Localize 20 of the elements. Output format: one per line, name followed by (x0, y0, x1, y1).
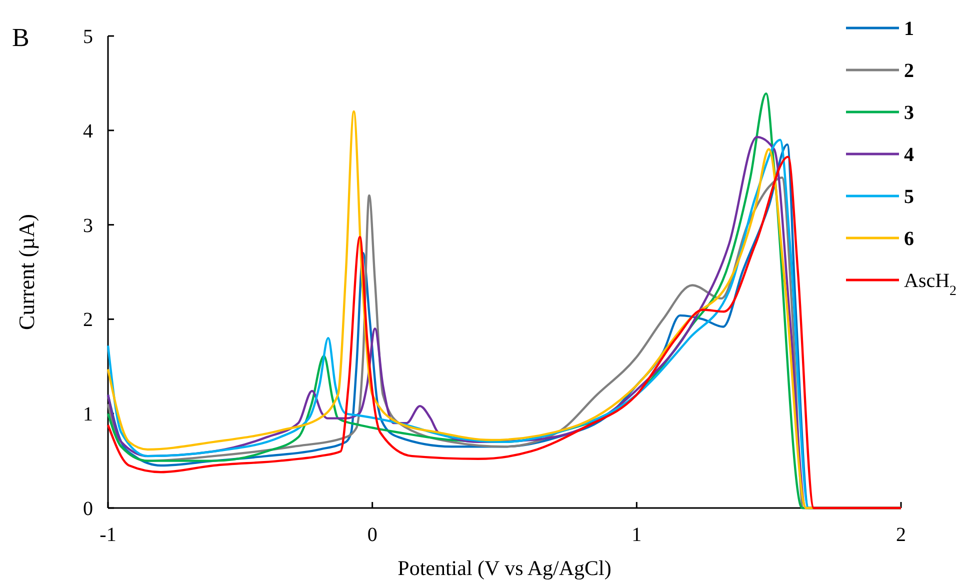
text: B (12, 23, 30, 52)
x-tick-label: 2 (896, 524, 906, 546)
y-axis-title: Current (µA) (14, 214, 39, 330)
x-tick-label: 0 (367, 524, 378, 546)
legend-label: 1 (904, 18, 914, 40)
y-tick-label: 2 (83, 309, 93, 332)
legend-label: 4 (904, 144, 914, 166)
legend-label: 2 (904, 60, 914, 82)
legend-label: 5 (904, 186, 914, 208)
legend-label: AscH$_{2}$ (904, 270, 957, 298)
x-tick-label: 1 (632, 524, 642, 546)
y-tick-label: 0 (83, 498, 93, 520)
x-tick-label: -1 (100, 524, 116, 546)
y-tick-label: 4 (83, 120, 93, 142)
y-tick-label: 5 (83, 26, 93, 48)
legend-label: 6 (904, 228, 914, 250)
x-axis-title: Potential (V vs Ag/AgCl) (398, 556, 612, 580)
y-tick-label: 3 (83, 214, 93, 237)
y-tick-label: 1 (83, 404, 93, 426)
legend-label: 3 (904, 102, 914, 124)
